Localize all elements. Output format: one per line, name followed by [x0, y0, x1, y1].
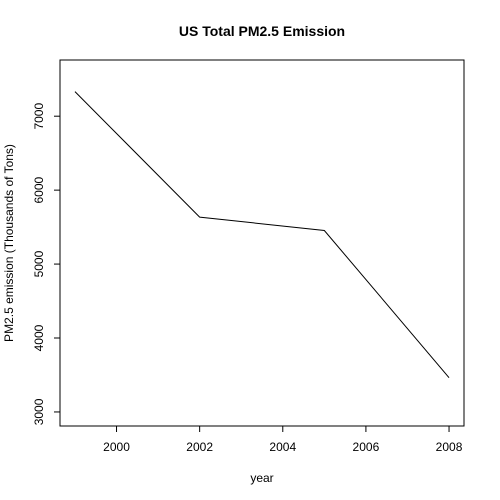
x-tick-label: 2000 — [103, 440, 130, 454]
x-axis: 2000 2002 2004 2006 2008 — [103, 425, 463, 454]
x-axis-label: year — [250, 471, 273, 485]
y-axis: 3000 4000 5000 6000 7000 — [32, 103, 61, 425]
y-tick-label: 3000 — [32, 398, 46, 425]
x-tick-label: 2006 — [353, 440, 380, 454]
y-tick-label: 4000 — [32, 324, 46, 351]
series-layer — [74, 91, 450, 378]
y-axis-label: PM2.5 emission (Thousands of Tons) — [2, 144, 16, 342]
chart-title: US Total PM2.5 Emission — [179, 23, 345, 39]
x-tick-label: 2002 — [186, 440, 213, 454]
y-tick-label: 5000 — [32, 250, 46, 277]
x-tick-label: 2004 — [269, 440, 296, 454]
series-line — [74, 91, 450, 378]
x-tick-label: 2008 — [436, 440, 463, 454]
y-tick-label: 6000 — [32, 176, 46, 203]
y-tick-label: 7000 — [32, 103, 46, 130]
